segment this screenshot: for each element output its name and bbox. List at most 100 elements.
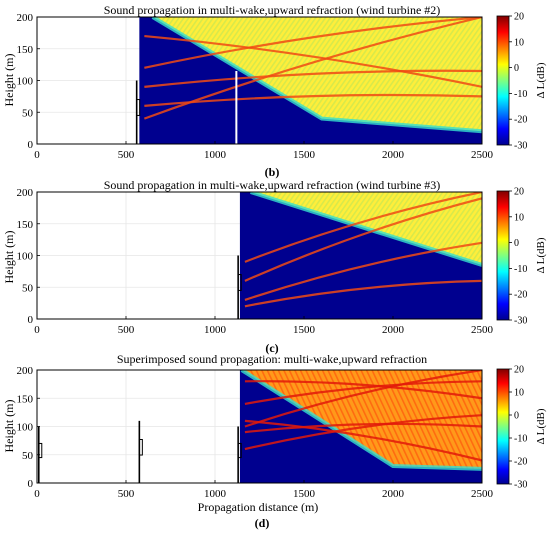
x-tick-label: 2000: [382, 149, 405, 161]
x-tick-label: 2500: [471, 488, 494, 500]
y-tick-label: 50: [22, 282, 34, 294]
y-tick-label: 150: [17, 219, 34, 231]
colorbar-tick-label: -10: [514, 434, 527, 445]
y-tick-label: 0: [28, 478, 34, 490]
y-tick-label: 100: [17, 251, 34, 263]
panel-c-colorbar: 20 10 0 -10 -20 -30 Δ L(dB): [496, 187, 547, 327]
panel-c: Sound propagation in multi-wake,upward r…: [2, 178, 547, 355]
x-tick-label: 1500: [293, 149, 316, 161]
ray: [143, 17, 482, 120]
x-tick-label: 2000: [382, 488, 405, 500]
colorbar-tick-label: 0: [514, 411, 519, 422]
panel-d-label: (d): [255, 516, 270, 530]
colorbar-label: Δ L(dB): [535, 237, 547, 273]
insonified-zone: [139, 17, 482, 144]
x-tick-label: 1000: [204, 324, 227, 336]
colorbar-label: Δ L(dB): [535, 62, 547, 98]
panel-b-plot: 0 500 1000 1500 2000 2500 0 50 100 150 200: [17, 12, 494, 161]
x-tick-label: 0: [34, 149, 40, 161]
heatmap-field: [239, 192, 482, 319]
x-tick-label: 500: [118, 488, 135, 500]
colorbar-tick-label: 10: [514, 212, 524, 223]
y-tick-label: 150: [17, 393, 34, 405]
colorbar-tick-label: -10: [514, 89, 527, 100]
panel-c-label: (c): [265, 341, 278, 355]
x-tick-label: 500: [118, 149, 135, 161]
colorbar-tick-label: -20: [514, 457, 527, 468]
ray: [244, 419, 482, 462]
y-tick-label: 50: [22, 107, 34, 119]
colorbar-tick-label: -20: [514, 290, 527, 301]
colorbar-tick-label: -30: [514, 480, 527, 491]
colorbar-tick-label: -30: [514, 316, 527, 327]
colorbar-gradient: [496, 368, 510, 485]
panel-d-plot: 0 500 1000 1500 2000 2500 0 50 100 150 200: [17, 365, 494, 500]
colorbar-gradient: [496, 190, 510, 321]
panel-c-ylabel: Height (m): [2, 231, 16, 284]
colorbar-tick-label: -10: [514, 264, 527, 275]
colorbar-label: Δ L(dB): [535, 408, 547, 444]
panel-d: Superimposed sound propagation: multi-wa…: [2, 352, 547, 530]
ray: [244, 370, 482, 428]
turbine-nacelle: [138, 438, 143, 456]
shadow-edge: [249, 192, 482, 267]
panel-d-ylabel: Height (m): [2, 400, 16, 453]
colorbar-tick-label: 10: [514, 388, 524, 399]
y-tick-label: 100: [17, 422, 34, 434]
panel-d-colorbar: 20 10 0 -10 -20 -30 Δ L(dB): [496, 365, 547, 491]
panel-b-colorbar: 20 10 0 -10 -20 -30 Δ L(dB): [496, 12, 547, 152]
shadow-edge: [151, 17, 482, 134]
x-tick-label: 1500: [293, 324, 316, 336]
x-tick-label: 1000: [204, 488, 227, 500]
ray: [144, 17, 482, 69]
turbine-nacelle: [136, 99, 141, 116]
turbine-nacelle: [38, 442, 43, 459]
turbine-nacelle: [237, 442, 242, 459]
y-tick-label: 200: [17, 12, 34, 24]
y-tick-label: 150: [17, 44, 34, 56]
y-tick-label: 100: [17, 76, 34, 88]
colorbar-tick-label: 20: [514, 12, 524, 23]
panel-b-ylabel: Height (m): [2, 54, 16, 107]
x-tick-label: 0: [34, 324, 40, 336]
ray: [244, 380, 482, 400]
insonified-zone: [239, 192, 482, 319]
x-tick-label: 2000: [382, 324, 405, 336]
x-tick-label: 1000: [204, 149, 227, 161]
y-tick-label: 200: [17, 365, 34, 377]
y-tick-label: 0: [28, 314, 34, 326]
heatmap-field: [139, 17, 482, 144]
colorbar-tick-label: 0: [514, 63, 519, 74]
panel-c-title: Sound propagation in multi-wake,upward r…: [104, 178, 441, 192]
x-tick-label: 2500: [471, 149, 494, 161]
shadow-edge: [240, 370, 482, 471]
panel-b-label: (b): [265, 165, 280, 179]
colorbar-tick-label: 10: [514, 37, 524, 48]
ray: [244, 197, 482, 282]
y-tick-label: 200: [17, 187, 34, 199]
heatmap-field: [239, 370, 482, 483]
panel-d-title: Superimposed sound propagation: multi-wa…: [117, 352, 427, 366]
ray: [244, 241, 482, 301]
x-tick-label: 500: [118, 324, 135, 336]
turbine-nacelle: [237, 274, 242, 291]
ray: [244, 279, 482, 308]
ray: [144, 69, 482, 88]
panel-d-xlabel: Propagation distance (m): [198, 500, 319, 514]
colorbar-tick-label: 20: [514, 365, 524, 376]
panel-b-title: Sound propagation in multi-wake,upward r…: [104, 3, 441, 17]
x-tick-label: 0: [34, 488, 40, 500]
x-tick-label: 1500: [293, 488, 316, 500]
panel-b: Sound propagation in multi-wake,upward r…: [2, 3, 547, 179]
colorbar-tick-label: -20: [514, 115, 527, 126]
ray: [244, 380, 482, 405]
colorbar-tick-label: -30: [514, 141, 527, 152]
y-tick-label: 0: [28, 139, 34, 151]
y-tick-label: 50: [22, 450, 34, 462]
colorbar-tick-label: 20: [514, 187, 524, 198]
x-tick-label: 2500: [471, 324, 494, 336]
colorbar-gradient: [496, 15, 510, 146]
ray: [244, 192, 482, 263]
ray: [244, 414, 482, 451]
